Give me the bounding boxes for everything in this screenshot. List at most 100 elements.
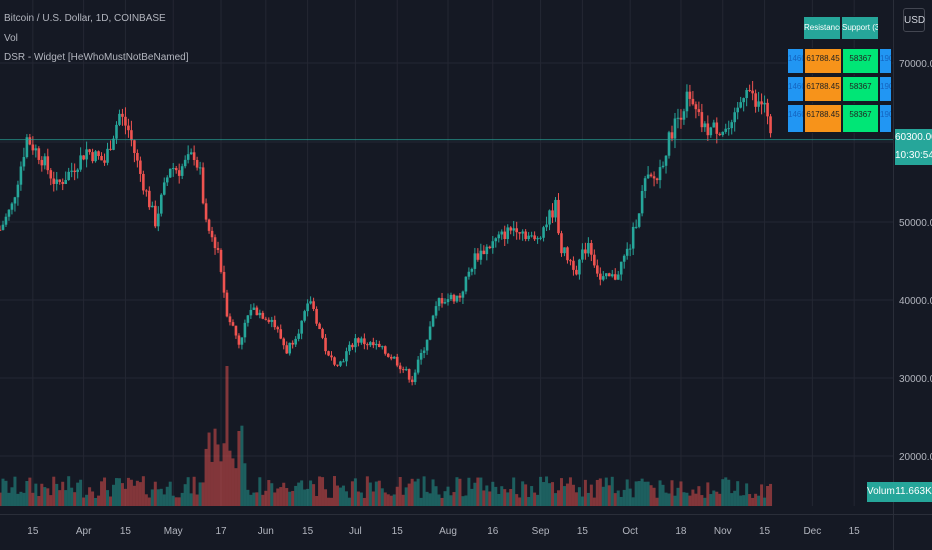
candle-body	[440, 298, 444, 304]
candle-body	[682, 111, 686, 120]
volume-bar	[85, 494, 89, 506]
candle-body	[378, 343, 381, 348]
volume-bar	[330, 497, 334, 506]
volume-bar	[106, 490, 110, 506]
volume-bar	[359, 492, 363, 506]
volume-bar	[676, 487, 680, 506]
volume-bar	[473, 482, 477, 506]
volume-bar	[664, 492, 668, 506]
volume-bar	[598, 478, 602, 506]
candle-body	[162, 182, 166, 195]
candle-body	[336, 364, 339, 366]
countdown-tag: 10:30:54	[895, 147, 932, 165]
volume-bar	[742, 495, 746, 506]
candle-body	[148, 190, 151, 208]
y-tick-label: 50000.00	[899, 218, 932, 229]
candle-body	[282, 338, 286, 346]
candle-body	[769, 116, 772, 134]
volume-bar	[467, 477, 471, 506]
volume-bar	[769, 483, 773, 506]
volume-bar	[147, 497, 151, 506]
volume-bar	[341, 485, 345, 506]
candle-body	[118, 113, 121, 125]
volume-bar	[601, 486, 605, 506]
candle-body	[103, 160, 106, 163]
candle-body	[551, 210, 554, 218]
volume-bar	[718, 493, 722, 506]
volume-bar	[688, 495, 692, 506]
candle-body	[527, 235, 530, 240]
volume-bar	[646, 481, 650, 506]
x-tick-label: 15	[120, 526, 132, 537]
x-tick-label: Oct	[622, 526, 638, 537]
candle-body	[165, 177, 169, 183]
candle-body	[13, 197, 17, 204]
candle-body	[670, 132, 674, 139]
volume-bar	[279, 487, 283, 506]
volume-bar	[446, 486, 450, 506]
volume-indicator-label[interactable]: Vol	[4, 33, 18, 44]
sr-left-cell: 1460.45	[787, 48, 804, 74]
candle-body	[557, 199, 560, 234]
volume-bar	[255, 492, 259, 506]
volume-bar	[434, 486, 438, 506]
candle-body	[154, 205, 157, 227]
candle-body	[563, 247, 566, 254]
volume-bar	[452, 492, 456, 506]
volume-bar	[123, 488, 127, 506]
candle-body	[596, 265, 599, 274]
volume-bar	[270, 483, 274, 506]
candle-body	[198, 167, 202, 169]
candle-body	[31, 144, 35, 151]
candle-body	[142, 173, 145, 191]
volume-bar	[350, 481, 354, 506]
candle-body	[297, 333, 300, 339]
candle-body	[354, 338, 357, 348]
currency-button[interactable]: USD	[903, 8, 925, 32]
volume-bar	[129, 479, 133, 506]
candle-body	[360, 338, 363, 343]
volume-bar	[392, 494, 396, 506]
candle-body	[294, 338, 297, 345]
volume-bar	[500, 486, 504, 506]
candle-body	[566, 247, 569, 261]
candle-body	[55, 179, 59, 184]
candle-body	[736, 107, 739, 113]
dsr-indicator-label[interactable]: DSR - Widget [HeWhoMustNotBeNamed]	[4, 52, 189, 63]
candle-body	[503, 231, 507, 240]
candle-body	[324, 337, 327, 352]
candle-body	[61, 181, 65, 185]
candle-body	[240, 337, 244, 345]
candle-body	[186, 154, 190, 160]
candle-body	[380, 346, 384, 348]
volume-bar	[524, 484, 528, 506]
volume-bar	[733, 490, 737, 506]
volume-bar	[168, 481, 172, 506]
candle-body	[300, 320, 303, 334]
candle-body	[58, 179, 62, 182]
candle-body	[703, 123, 707, 128]
x-axis: 15 Apr 15 May 17 Jun 15 Jul 15 Aug 16 Sep 15 Oct 18 Nov…	[27, 526, 860, 537]
candle-body	[366, 344, 369, 346]
candle-body	[536, 238, 539, 240]
volume-bar	[135, 480, 139, 506]
volume-bar	[67, 476, 71, 506]
candle-body	[664, 155, 668, 166]
volume-bar	[548, 483, 552, 506]
volume-bar	[449, 495, 453, 506]
volume-bar	[231, 458, 235, 506]
candle-body	[398, 365, 402, 370]
volume-bar	[610, 476, 614, 506]
volume-bar	[192, 476, 196, 506]
symbol-title[interactable]: Bitcoin / U.S. Dollar, 1D, COINBASE	[4, 13, 166, 24]
volume-bar	[324, 489, 328, 506]
volume-bar	[114, 478, 118, 506]
candle-body	[706, 123, 710, 136]
volume-bar	[335, 485, 339, 506]
candle-body	[216, 248, 220, 250]
candlesticks	[0, 81, 772, 386]
volume-bar	[697, 486, 701, 506]
volume-bar	[694, 493, 698, 506]
candle-body	[246, 315, 250, 323]
